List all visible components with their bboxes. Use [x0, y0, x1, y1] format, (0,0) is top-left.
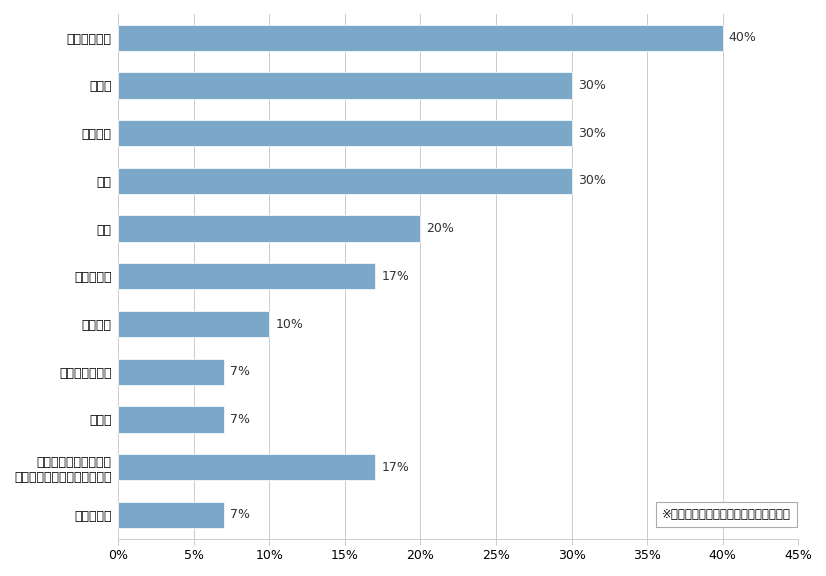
Bar [118, 406, 224, 433]
Bar [118, 263, 375, 289]
Bar [118, 168, 572, 194]
Bar [118, 454, 375, 480]
Bar [118, 311, 269, 337]
Bar [118, 25, 723, 51]
Text: 7%: 7% [230, 413, 250, 426]
Text: 30%: 30% [577, 127, 605, 139]
Text: 17%: 17% [382, 270, 409, 283]
Bar [118, 73, 572, 98]
Text: ※一回答者につき、最大５カ国まで回答: ※一回答者につき、最大５カ国まで回答 [662, 509, 790, 521]
Bar [118, 502, 224, 528]
Text: 7%: 7% [230, 509, 250, 521]
Bar [118, 215, 420, 242]
Text: 30%: 30% [577, 175, 605, 187]
Text: 20%: 20% [426, 222, 454, 235]
Text: 40%: 40% [729, 31, 757, 44]
Bar [118, 120, 572, 146]
Text: 17%: 17% [382, 461, 409, 473]
Bar [118, 359, 224, 385]
Text: 10%: 10% [275, 317, 303, 331]
Text: 30%: 30% [577, 79, 605, 92]
Text: 7%: 7% [230, 365, 250, 378]
